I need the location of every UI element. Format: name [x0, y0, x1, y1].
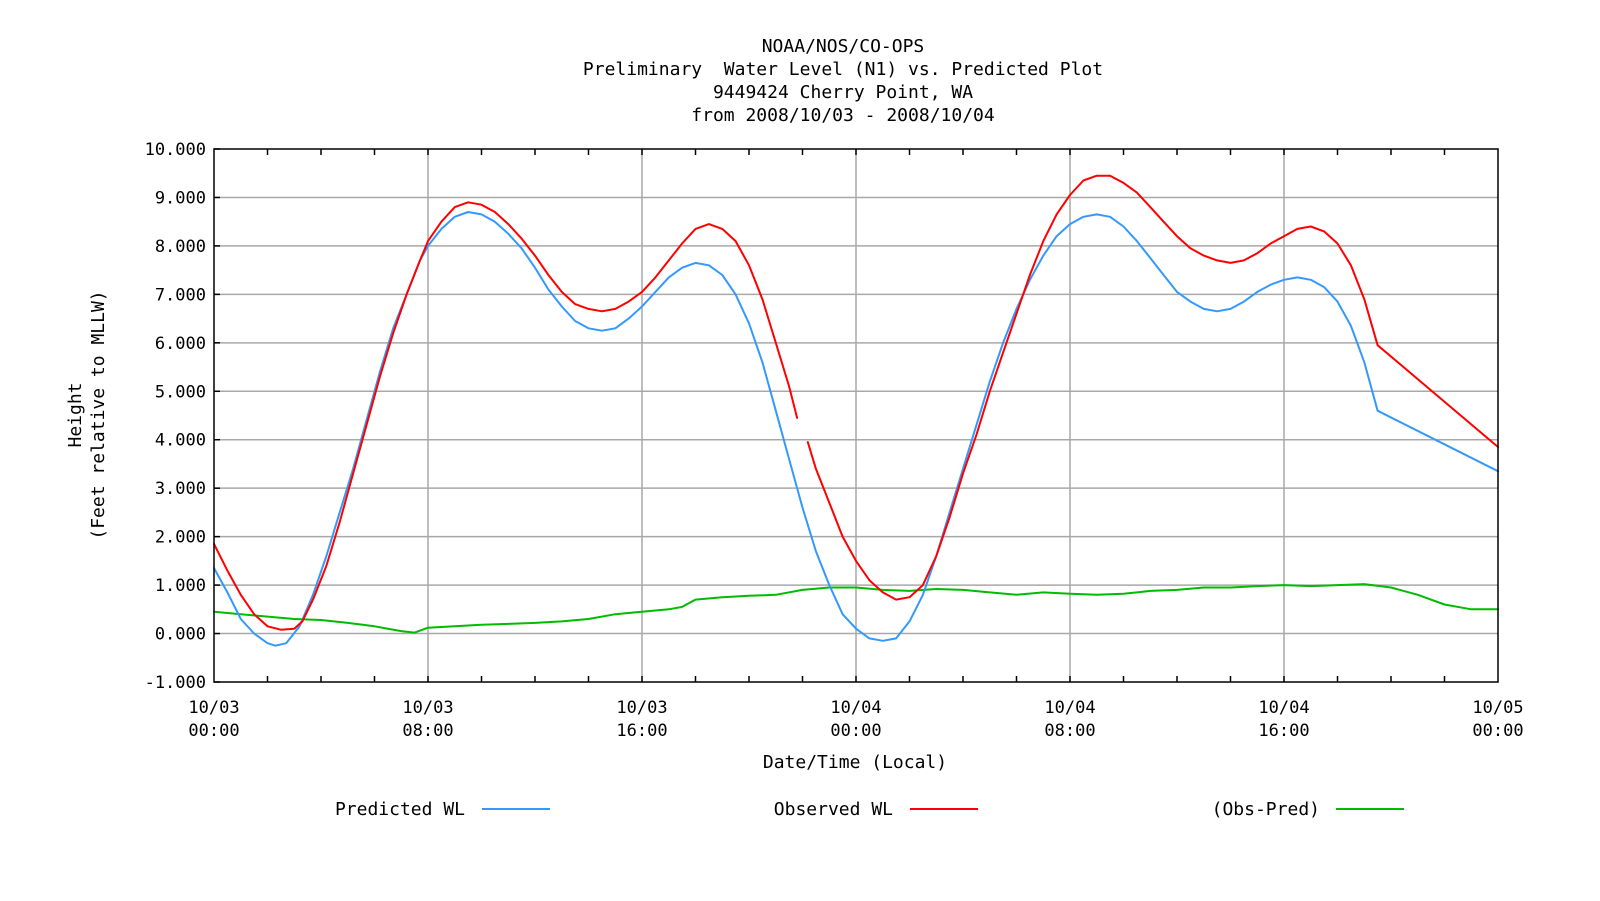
chart-title-line-4: from 2008/10/03 - 2008/10/04	[691, 105, 994, 126]
legend-item-obs-pred: (Obs-Pred)	[1212, 799, 1404, 820]
y-tick-label: 9.000	[155, 188, 206, 208]
legend-item-predicted: Predicted WL	[335, 799, 550, 820]
x-tick-label-time: 00:00	[1472, 721, 1523, 741]
y-axis-title-line-2: (Feet relative to MLLW)	[88, 290, 109, 539]
y-axis-title-line-1: Height	[65, 382, 86, 447]
x-tick-label-time: 00:00	[830, 721, 881, 741]
series-lines	[213, 174, 1499, 647]
y-tick-label: 4.000	[155, 431, 206, 451]
axis-ticks	[214, 148, 1446, 683]
x-tick-label-date: 10/05	[1472, 698, 1523, 718]
chart-title-line-1: NOAA/NOS/CO-OPS	[762, 36, 925, 57]
y-tick-label: 5.000	[155, 382, 206, 402]
y-tick-label: 3.000	[155, 479, 206, 499]
y-tick-label: -1.000	[145, 673, 206, 693]
y-tick-label: 10.000	[145, 140, 206, 160]
x-axis-tick-labels: 10/03 00:00 10/03 08:00 10/03 16:00 10/04 00:00…	[188, 698, 1523, 741]
legend-label-predicted: Predicted WL	[335, 799, 465, 820]
y-tick-label: 8.000	[155, 237, 206, 257]
chart-title: NOAA/NOS/CO-OPS Preliminary Water Level …	[583, 36, 1103, 126]
x-tick-label-date: 10/04	[1044, 698, 1095, 718]
chart-title-line-3: 9449424 Cherry Point, WA	[713, 82, 973, 103]
y-axis-title: Height (Feet relative to MLLW)	[65, 290, 109, 539]
legend-item-observed: Observed WL	[774, 799, 978, 820]
chart-title-line-2: Preliminary Water Level (N1) vs. Predict…	[583, 59, 1103, 80]
x-tick-label-date: 10/04	[830, 698, 881, 718]
legend-label-obs-pred: (Obs-Pred)	[1212, 799, 1320, 820]
series-line-observed	[213, 174, 1499, 631]
x-tick-label-time: 08:00	[402, 721, 453, 741]
x-axis-title: Date/Time (Local)	[763, 752, 947, 773]
y-tick-label: 1.000	[155, 576, 206, 596]
y-tick-label: 6.000	[155, 334, 206, 354]
y-tick-label: 7.000	[155, 285, 206, 305]
x-tick-label-date: 10/03	[402, 698, 453, 718]
y-tick-label: 2.000	[155, 528, 206, 548]
grid	[214, 149, 1498, 682]
x-tick-label-date: 10/03	[616, 698, 667, 718]
x-tick-label-time: 08:00	[1044, 721, 1095, 741]
legend: Predicted WL Observed WL (Obs-Pred)	[335, 799, 1404, 820]
legend-label-observed: Observed WL	[774, 799, 893, 820]
x-tick-label-time: 00:00	[188, 721, 239, 741]
x-tick-label-date: 10/03	[188, 698, 239, 718]
y-axis-tick-labels: 10.000 9.000 8.000 7.000 6.000 5.000 4.000 3.00…	[145, 140, 206, 693]
x-tick-label-date: 10/04	[1258, 698, 1309, 718]
x-tick-label-time: 16:00	[1258, 721, 1309, 741]
x-tick-label-time: 16:00	[616, 721, 667, 741]
y-tick-label: 0.000	[155, 625, 206, 645]
